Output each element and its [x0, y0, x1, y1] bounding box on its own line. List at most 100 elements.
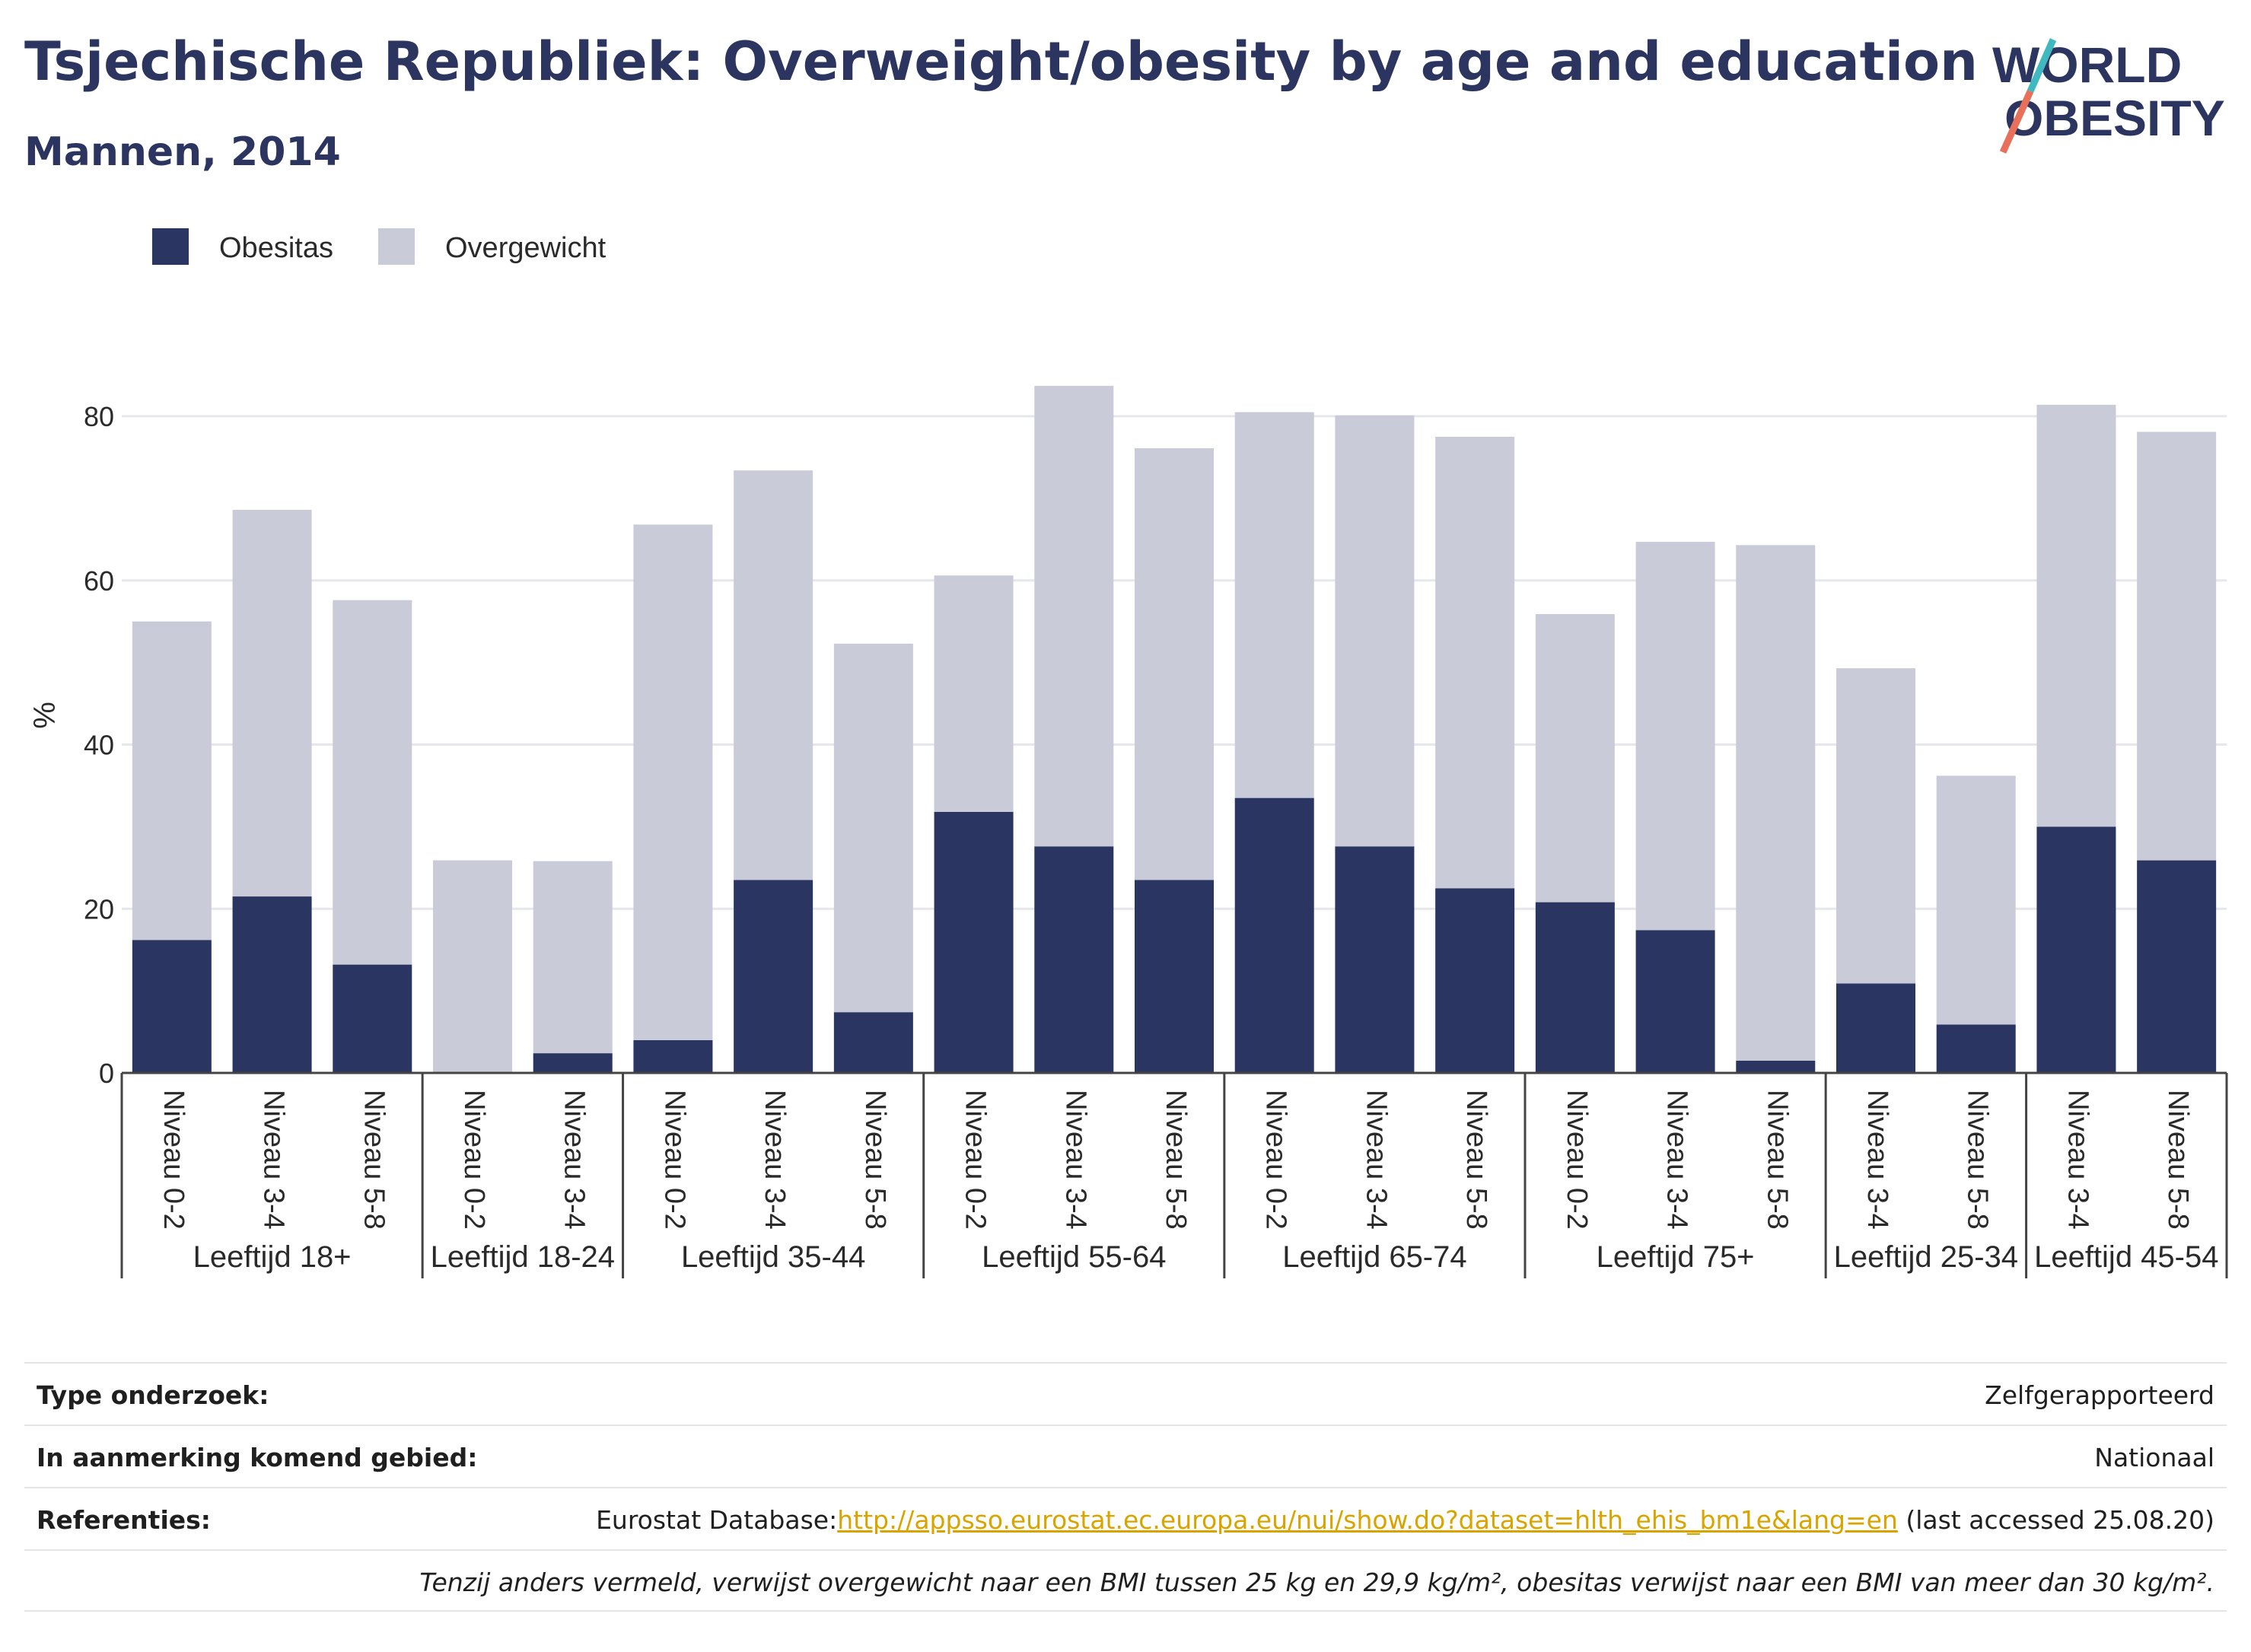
x-group-label: Leeftijd 65-74 [1282, 1240, 1466, 1274]
x-category-label: Niveau 5-8 [859, 1090, 891, 1230]
bar-obesitas [333, 964, 412, 1073]
x-category-label: Niveau 0-2 [960, 1090, 992, 1230]
bar-obesitas [1034, 846, 1114, 1073]
bar-overgewicht [433, 860, 512, 1073]
bar-obesitas [1335, 846, 1415, 1073]
stacked-bar-chart: Obesitas Overgewicht 0 20 40 60 80% Niveau 0-2 N… [28, 228, 2228, 1278]
bar-overgewicht [1234, 412, 1314, 798]
x-group-label: Leeftijd 35-44 [681, 1240, 865, 1274]
bar-overgewicht [232, 509, 312, 897]
x-category-label: Niveau 3-4 [759, 1090, 791, 1230]
bar-overgewicht [1135, 448, 1214, 880]
references-prefix: Eurostat Database: [596, 1505, 838, 1535]
bar-obesitas [533, 1053, 613, 1073]
world-obesity-logo: WORLD OBESITY [1992, 37, 2225, 154]
bar-overgewicht [2036, 404, 2116, 827]
chart-subtitle: Mannen, 2014 [24, 129, 341, 175]
bar-obesitas [934, 811, 1014, 1073]
bar-obesitas [132, 940, 212, 1073]
bar-overgewicht [1936, 775, 2016, 1025]
bar-overgewicht [934, 575, 1014, 812]
bar-obesitas [1535, 902, 1615, 1073]
y-tick-label: 60 [84, 565, 114, 597]
x-group-label: Leeftijd 18-24 [431, 1240, 615, 1274]
x-category-label: Niveau 0-2 [1260, 1090, 1292, 1230]
y-tick-label: 20 [84, 893, 114, 925]
x-group-label: Leeftijd 75+ [1597, 1240, 1755, 1274]
bar-overgewicht [1635, 542, 1715, 931]
bar-overgewicht [1535, 613, 1615, 902]
x-category-label: Niveau 3-4 [1059, 1090, 1091, 1230]
bar-obesitas [232, 896, 312, 1073]
x-group-label: Leeftijd 45-54 [2034, 1240, 2218, 1274]
bar-obesitas [1234, 797, 1314, 1073]
legend-swatch-overgewicht [378, 228, 415, 265]
x-category-label: Niveau 5-8 [1761, 1090, 1793, 1230]
meta-row-note: Tenzij anders vermeld, verwijst overgewi… [24, 1549, 2227, 1612]
bar-overgewicht [1034, 386, 1114, 847]
meta-value: Zelfgerapporteerd [1985, 1380, 2214, 1410]
x-category-label: Niveau 0-2 [1561, 1090, 1593, 1230]
bar-overgewicht [734, 470, 813, 880]
bar-obesitas [833, 1012, 913, 1073]
bar-overgewicht [333, 600, 412, 965]
bar-obesitas [633, 1039, 713, 1073]
meta-value: Nationaal [2094, 1443, 2214, 1472]
x-category-label: Niveau 0-2 [158, 1090, 189, 1230]
x-category-label: Niveau 5-8 [2162, 1090, 2194, 1230]
bar-overgewicht [1435, 436, 1515, 889]
bar-obesitas [734, 880, 813, 1073]
meta-label: Referenties: [37, 1505, 211, 1535]
chart-title: Tsjechische Republiek: Overweight/obesit… [24, 30, 1978, 93]
bar-obesitas [1936, 1024, 2016, 1073]
meta-row-references: Referenties: Eurostat Database:http://ap… [24, 1487, 2227, 1549]
meta-row-area: In aanmerking komend gebied: Nationaal [24, 1424, 2227, 1487]
y-tick-label: 40 [84, 730, 114, 761]
bar-overgewicht [2137, 431, 2217, 861]
bar-obesitas [1635, 930, 1715, 1073]
x-group-label: Leeftijd 55-64 [982, 1240, 1166, 1274]
logo-slash-coral [1999, 90, 2034, 154]
x-category-label: Niveau 0-2 [458, 1090, 490, 1230]
bar-obesitas [2036, 826, 2116, 1073]
references-value: Eurostat Database:http://appsso.eurostat… [596, 1505, 2214, 1535]
x-category-label: Niveau 5-8 [358, 1090, 390, 1230]
x-category-label: Niveau 5-8 [1160, 1090, 1192, 1230]
x-category-label: Niveau 5-8 [1962, 1090, 1994, 1230]
definition-note: Tenzij anders vermeld, verwijst overgewi… [419, 1568, 2214, 1597]
x-group-label: Leeftijd 18+ [193, 1240, 352, 1274]
bar-overgewicht [1335, 415, 1415, 847]
y-tick-label: 80 [84, 401, 114, 432]
bar-overgewicht [132, 621, 212, 941]
logo-line1: WORLD [1992, 37, 2182, 93]
x-group-label: Leeftijd 25-34 [1834, 1240, 2018, 1274]
bar-obesitas [1135, 880, 1214, 1073]
references-link[interactable]: http://appsso.eurostat.ec.europa.eu/nui/… [837, 1505, 1898, 1535]
bar-obesitas [1435, 888, 1515, 1073]
legend-label-overgewicht: Overgewicht [445, 232, 607, 264]
x-category-label: Niveau 3-4 [559, 1090, 591, 1230]
x-category-label: Niveau 0-2 [658, 1090, 690, 1230]
bar-obesitas [2137, 860, 2217, 1073]
bar-overgewicht [633, 524, 713, 1040]
legend-label-obesitas: Obesitas [219, 232, 333, 264]
x-category-label: Niveau 3-4 [1360, 1090, 1392, 1230]
legend-swatch-obesitas [152, 228, 189, 265]
bar-overgewicht [833, 643, 913, 1013]
meta-label: In aanmerking komend gebied: [37, 1443, 478, 1472]
logo-line2: OBESITY [2004, 90, 2225, 146]
x-category-label: Niveau 3-4 [1861, 1090, 1893, 1230]
bar-obesitas [1836, 983, 1915, 1073]
x-category-label: Niveau 3-4 [1661, 1090, 1693, 1230]
metadata-table: Type onderzoek: Zelfgerapporteerd In aan… [24, 1362, 2227, 1612]
bar-overgewicht [1836, 668, 1915, 984]
references-suffix: (last accessed 25.08.20) [1897, 1505, 2214, 1535]
meta-row-survey-type: Type onderzoek: Zelfgerapporteerd [24, 1362, 2227, 1424]
bar-overgewicht [1736, 545, 1816, 1061]
x-category-label: Niveau 3-4 [2062, 1090, 2093, 1230]
bar-obesitas [1736, 1060, 1816, 1073]
x-category-label: Niveau 5-8 [1460, 1090, 1492, 1230]
meta-label: Type onderzoek: [37, 1380, 269, 1410]
y-axis-label: % [28, 702, 62, 729]
y-tick-label: 0 [99, 1058, 114, 1089]
